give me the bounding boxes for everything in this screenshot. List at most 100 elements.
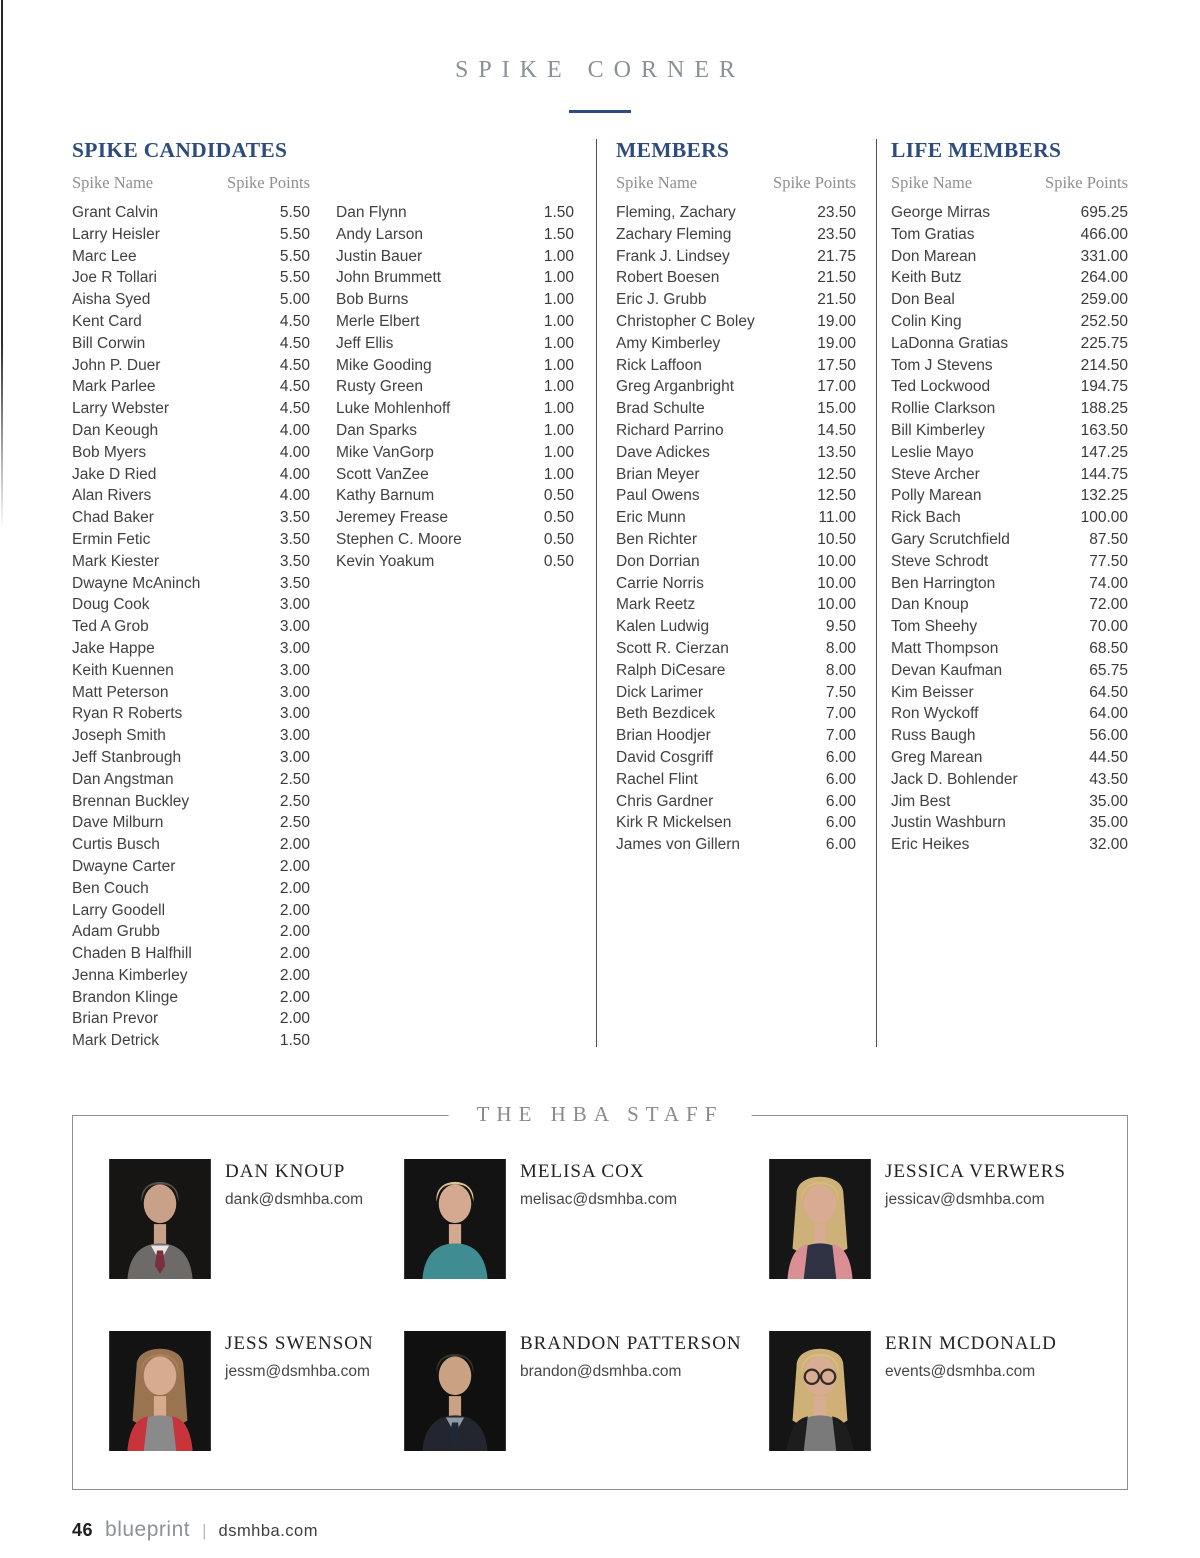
spike-name: Devan Kaufman <box>891 661 1003 679</box>
spike-points: 695.25 <box>1080 204 1128 221</box>
spike-name: Curtis Busch <box>72 836 160 854</box>
spike-name: Rick Laffoon <box>616 356 702 374</box>
table-row: Jeff Ellis 1.00 <box>336 333 574 355</box>
spike-points: 3.00 <box>279 661 310 679</box>
person-portrait-illustration <box>109 1331 211 1452</box>
spike-name: Brad Schulte <box>616 400 705 418</box>
table-row: Dan Angstman 2.50 <box>72 769 310 791</box>
table-row: Greg Marean 44.50 <box>891 747 1128 769</box>
spike-name: Adam Grubb <box>72 923 160 941</box>
spike-name: Polly Marean <box>891 487 982 505</box>
spike-points: 1.00 <box>543 356 574 374</box>
spike-points: 4.00 <box>279 465 310 483</box>
table-row: Brad Schulte 15.00 <box>616 398 856 420</box>
spike-points: 14.50 <box>817 421 856 439</box>
spike-points: 2.00 <box>279 836 310 854</box>
spike-points: 0.50 <box>543 509 574 527</box>
staff-member-name: DAN KNOUP <box>225 1161 346 1183</box>
table-row: John Brummett 1.00 <box>336 267 574 289</box>
spike-name: Ted A Grob <box>72 618 149 636</box>
spike-points: 2.00 <box>279 923 310 941</box>
spike-points: 43.50 <box>1089 770 1128 788</box>
spike-points: 0.50 <box>543 487 574 505</box>
spike-points: 10.00 <box>817 596 856 614</box>
spike-name: Dwayne McAninch <box>72 574 201 592</box>
table-row: Stephen C. Moore 0.50 <box>336 529 574 551</box>
spike-name: Jack D. Bohlender <box>891 770 1018 788</box>
table-row: Ben Harrington 74.00 <box>891 573 1128 595</box>
spike-name: Mike Gooding <box>336 356 432 374</box>
table-row: David Cosgriff 6.00 <box>616 747 856 769</box>
table-row: Gary Scrutchfield 87.50 <box>891 529 1128 551</box>
spike-name: Ryan R Roberts <box>72 705 183 723</box>
spike-name: Don Dorrian <box>616 552 700 570</box>
table-row: Kalen Ludwig 9.50 <box>616 616 856 638</box>
spike-points: 214.50 <box>1080 356 1128 374</box>
spike-points: 3.50 <box>279 509 310 527</box>
staff-member-email: jessm@dsmhba.com <box>225 1363 370 1381</box>
hba-staff-title: THE HBA STAFF <box>448 1102 752 1128</box>
spike-name: Ted Lockwood <box>891 378 991 396</box>
spike-points: 1.00 <box>543 247 574 265</box>
spike-points: 2.00 <box>279 879 310 897</box>
spike-points: 77.50 <box>1089 552 1128 570</box>
spike-points: 194.75 <box>1080 378 1128 396</box>
spike-name: Mark Parlee <box>72 378 156 396</box>
spike-points: 225.75 <box>1080 334 1128 352</box>
table-row: Dwayne McAninch 3.50 <box>72 573 310 595</box>
table-row: Tom J Stevens 214.50 <box>891 355 1128 377</box>
person-portrait-illustration <box>404 1159 506 1280</box>
table-row: Mark Reetz 10.00 <box>616 594 856 616</box>
table-row: Keith Butz 264.00 <box>891 267 1128 289</box>
spike-points: 17.50 <box>817 356 856 374</box>
spike-name: Richard Parrino <box>616 421 724 439</box>
table-row: Bill Corwin 4.50 <box>72 333 310 355</box>
hba-staff-box: THE HBA STAFF <box>72 1102 1128 1491</box>
table-row: Joseph Smith 3.00 <box>72 725 310 747</box>
header-spike-points: Spike Points <box>773 173 856 192</box>
spike-points: 6.00 <box>825 792 856 810</box>
person-portrait-illustration <box>769 1331 871 1452</box>
table-row: Larry Goodell 2.00 <box>72 900 310 922</box>
section-members: MEMBERS Spike Name Spike Points Fleming,… <box>597 137 876 1052</box>
staff-portrait-photo <box>404 1331 506 1452</box>
spike-name: Tom Gratias <box>891 225 975 243</box>
table-row: Kevin Yoakum 0.50 <box>336 551 574 573</box>
staff-portrait-photo <box>404 1159 506 1280</box>
spike-points: 64.50 <box>1089 683 1128 701</box>
spike-lists: SPIKE CANDIDATES Spike Name Spike Points… <box>72 137 1128 1052</box>
spike-points: 1.00 <box>543 400 574 418</box>
table-row: Fleming, Zachary 23.50 <box>616 202 856 224</box>
table-row: Kirk R Mickelsen 6.00 <box>616 812 856 834</box>
spike-name: Dave Milburn <box>72 814 164 832</box>
spike-name: Jeff Stanbrough <box>72 748 182 766</box>
table-row: Beth Bezdicek 7.00 <box>616 703 856 725</box>
spike-points: 0.50 <box>543 530 574 548</box>
spike-points: 2.00 <box>279 988 310 1006</box>
spike-name: Jeremey Frease <box>336 509 448 527</box>
spike-name: Zachary Fleming <box>616 225 732 243</box>
spike-name: Kathy Barnum <box>336 487 435 505</box>
spike-points: 11.00 <box>818 509 856 527</box>
spike-points: 188.25 <box>1080 400 1128 418</box>
spike-name: Dan Sparks <box>336 421 417 439</box>
spike-name: Justin Washburn <box>891 814 1006 832</box>
staff-member-email: brandon@dsmhba.com <box>520 1363 682 1381</box>
spike-points: 21.75 <box>817 247 856 265</box>
spike-name: Beth Bezdicek <box>616 705 716 723</box>
candidates-subcolumn-2: Dan Flynn 1.50 Andy Larson 1.50 Justin B… <box>336 173 574 1052</box>
spike-points: 12.50 <box>817 465 856 483</box>
spike-name: Eric J. Grubb <box>616 291 707 309</box>
table-row: Kathy Barnum 0.50 <box>336 485 574 507</box>
spike-points: 21.50 <box>817 269 856 287</box>
spike-name: Russ Baugh <box>891 727 976 745</box>
spike-points: 3.00 <box>279 705 310 723</box>
table-row: Bob Myers 4.00 <box>72 442 310 464</box>
table-row: Dan Keough 4.00 <box>72 420 310 442</box>
table-row: Scott VanZee 1.00 <box>336 464 574 486</box>
spike-name: Ben Harrington <box>891 574 996 592</box>
spike-points: 56.00 <box>1089 727 1128 745</box>
spike-name: Dan Flynn <box>336 204 407 221</box>
spike-name: Matt Thompson <box>891 639 999 657</box>
table-row: Justin Bauer 1.00 <box>336 246 574 268</box>
